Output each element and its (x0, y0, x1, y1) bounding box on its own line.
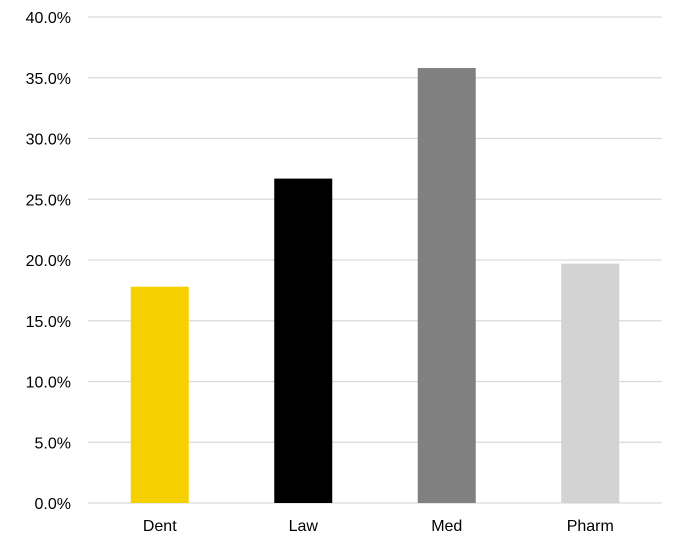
bars (130, 68, 620, 503)
y-tick-label: 10.0% (26, 375, 71, 392)
y-tick-label: 25.0% (26, 192, 71, 209)
bar-med (417, 68, 476, 503)
y-tick-label: 20.0% (26, 253, 71, 270)
x-tick-label-law: Law (289, 518, 319, 535)
bar-dent (130, 286, 189, 503)
y-axis-tick-labels: 0.0% 5.0% 10.0% 15.0% 20.0% 25.0% 30.0% 35.0% 40… (26, 10, 71, 513)
x-tick-label-pharm: Pharm (567, 518, 614, 535)
x-tick-label-med: Med (431, 518, 462, 535)
y-tick-label: 30.0% (26, 132, 71, 149)
y-tick-label: 0.0% (35, 496, 71, 513)
y-tick-label: 15.0% (26, 314, 71, 331)
y-tick-label: 35.0% (26, 71, 71, 88)
x-axis-tick-labels: Dent Law Med Pharm (143, 518, 614, 535)
y-tick-label: 40.0% (26, 10, 71, 27)
bar-pharm (561, 263, 620, 503)
x-tick-label-dent: Dent (143, 518, 177, 535)
bar-law (274, 178, 333, 503)
y-tick-label: 5.0% (35, 435, 71, 452)
